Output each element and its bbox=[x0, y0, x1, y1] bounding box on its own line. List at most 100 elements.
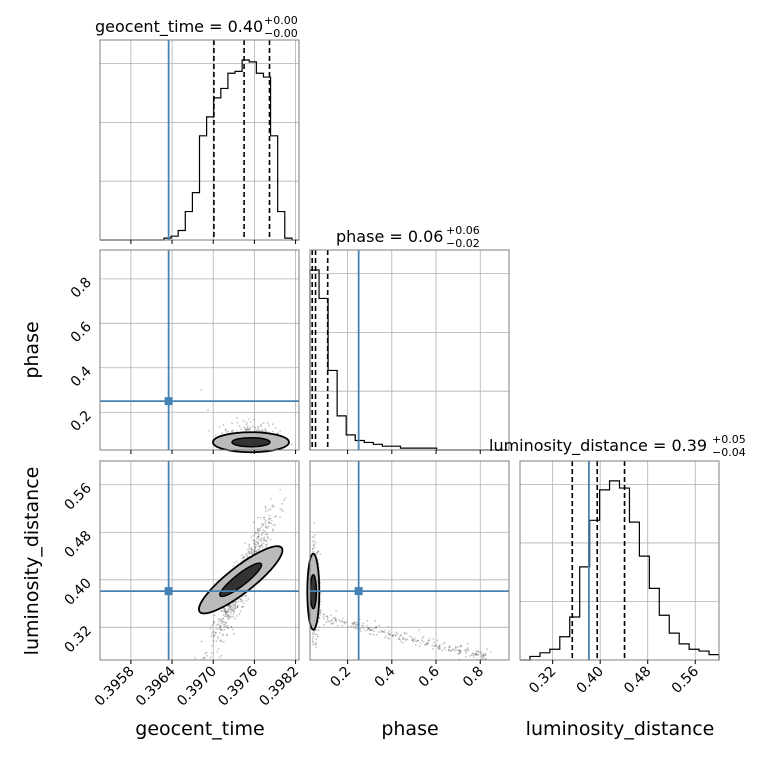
sample-point-phase-luminosity_distance bbox=[311, 536, 314, 538]
sample-point-geocent_time-luminosity_distance bbox=[246, 556, 249, 558]
sample-point-phase-luminosity_distance bbox=[475, 653, 478, 656]
sample-point-geocent_time-luminosity_distance bbox=[250, 547, 253, 549]
sample-point-geocent_time-phase bbox=[227, 430, 230, 433]
sample-point-phase-luminosity_distance bbox=[368, 626, 371, 629]
hist-line-luminosity_distance bbox=[520, 480, 720, 661]
sample-point-phase-luminosity_distance bbox=[344, 622, 346, 625]
sample-point-phase-luminosity_distance bbox=[464, 649, 466, 651]
sample-point-phase-luminosity_distance bbox=[366, 624, 368, 627]
sample-point-geocent_time-luminosity_distance bbox=[219, 628, 222, 631]
sample-point-phase-luminosity_distance bbox=[316, 551, 318, 554]
sample-point-phase-luminosity_distance bbox=[341, 617, 344, 620]
sample-point-geocent_time-luminosity_distance bbox=[244, 542, 247, 544]
sample-point-geocent_time-luminosity_distance bbox=[234, 607, 237, 610]
sample-point-geocent_time-luminosity_distance bbox=[253, 551, 256, 553]
sample-point-geocent_time-luminosity_distance bbox=[284, 497, 287, 500]
sample-point-geocent_time-luminosity_distance bbox=[241, 595, 244, 598]
sample-point-geocent_time-luminosity_distance bbox=[227, 616, 230, 619]
sample-point-phase-luminosity_distance bbox=[480, 652, 483, 655]
sample-point-phase-luminosity_distance bbox=[354, 623, 357, 626]
sample-point-geocent_time-luminosity_distance bbox=[211, 644, 214, 647]
sample-point-geocent_time-luminosity_distance bbox=[226, 634, 228, 637]
sample-point-phase-luminosity_distance bbox=[364, 629, 367, 632]
sample-point-geocent_time-luminosity_distance bbox=[223, 608, 226, 610]
sample-point-phase-luminosity_distance bbox=[313, 546, 316, 549]
sample-point-geocent_time-luminosity_distance bbox=[281, 502, 284, 505]
sample-point-phase-luminosity_distance bbox=[336, 625, 339, 627]
sample-point-geocent_time-phase bbox=[214, 435, 217, 437]
sample-point-phase-luminosity_distance bbox=[312, 541, 314, 543]
panel-geocent_time-vs-phase-frame bbox=[99, 249, 300, 451]
sample-point-geocent_time-luminosity_distance bbox=[259, 545, 262, 547]
sample-point-geocent_time-luminosity_distance bbox=[229, 615, 232, 618]
sample-point-phase-luminosity_distance bbox=[427, 643, 429, 645]
sample-point-phase-luminosity_distance bbox=[315, 638, 317, 640]
sample-point-geocent_time-luminosity_distance bbox=[268, 522, 271, 524]
sample-point-phase-luminosity_distance bbox=[477, 650, 479, 653]
sample-point-geocent_time-luminosity_distance bbox=[238, 597, 241, 600]
sample-point-geocent_time-phase bbox=[249, 428, 252, 431]
sample-point-phase-luminosity_distance bbox=[311, 640, 314, 643]
sample-point-phase-luminosity_distance bbox=[490, 651, 493, 653]
sample-point-phase-luminosity_distance bbox=[312, 633, 315, 636]
sample-point-phase-luminosity_distance bbox=[428, 637, 431, 640]
x-tick-label-luminosity_distance-0: 0.32 bbox=[526, 664, 559, 697]
sample-point-phase-luminosity_distance bbox=[450, 650, 452, 653]
sample-point-geocent_time-luminosity_distance bbox=[254, 546, 257, 549]
sample-point-phase-luminosity_distance bbox=[419, 642, 422, 645]
x-tick-label-geocent_time-1: 0.3964 bbox=[133, 663, 179, 709]
sample-point-geocent_time-luminosity_distance bbox=[217, 648, 220, 650]
sample-point-geocent_time-luminosity_distance bbox=[213, 623, 216, 625]
sample-point-geocent_time-luminosity_distance bbox=[256, 532, 259, 535]
sample-point-phase-luminosity_distance bbox=[387, 637, 389, 639]
sample-point-geocent_time-phase bbox=[246, 421, 248, 424]
x-axis-label-phase: phase bbox=[381, 718, 438, 740]
sample-point-phase-luminosity_distance bbox=[436, 639, 439, 642]
sample-point-phase-luminosity_distance bbox=[345, 621, 348, 623]
sample-point-phase-luminosity_distance bbox=[319, 611, 322, 614]
sample-point-phase-luminosity_distance bbox=[428, 640, 430, 642]
sample-point-geocent_time-luminosity_distance bbox=[215, 640, 218, 643]
sample-point-phase-luminosity_distance bbox=[339, 620, 342, 623]
sample-point-phase-luminosity_distance bbox=[322, 613, 325, 616]
sample-point-geocent_time-luminosity_distance bbox=[220, 619, 223, 621]
sample-point-phase-luminosity_distance bbox=[464, 656, 467, 658]
sample-point-geocent_time-luminosity_distance bbox=[221, 634, 224, 637]
sample-point-phase-luminosity_distance bbox=[369, 629, 372, 632]
sample-point-geocent_time-phase bbox=[232, 429, 235, 431]
sample-point-geocent_time-luminosity_distance bbox=[213, 620, 216, 623]
x-tick-label-luminosity_distance-2: 0.48 bbox=[621, 664, 654, 697]
sample-point-geocent_time-luminosity_distance bbox=[255, 544, 257, 546]
sample-point-phase-luminosity_distance bbox=[448, 646, 451, 649]
sample-point-phase-luminosity_distance bbox=[412, 638, 415, 641]
sample-point-phase-luminosity_distance bbox=[373, 630, 375, 633]
sample-point-phase-luminosity_distance bbox=[359, 628, 362, 630]
sample-point-geocent_time-luminosity_distance bbox=[258, 545, 261, 548]
sample-point-phase-luminosity_distance bbox=[394, 634, 397, 636]
sample-point-geocent_time-luminosity_distance bbox=[234, 607, 236, 610]
sample-point-phase-luminosity_distance bbox=[484, 658, 487, 660]
sample-point-phase-luminosity_distance bbox=[464, 650, 467, 653]
sample-point-geocent_time-luminosity_distance bbox=[247, 597, 250, 600]
sample-point-phase-luminosity_distance bbox=[320, 592, 322, 595]
sample-point-geocent_time-luminosity_distance bbox=[259, 516, 262, 519]
y-tick-label-phase-1: 0.4 bbox=[68, 363, 95, 390]
sample-point-geocent_time-luminosity_distance bbox=[241, 605, 244, 608]
sample-point-geocent_time-luminosity_distance bbox=[241, 605, 244, 608]
sample-point-geocent_time-luminosity_distance bbox=[222, 624, 225, 626]
sample-point-geocent_time-luminosity_distance bbox=[200, 640, 203, 643]
sample-point-phase-luminosity_distance bbox=[352, 621, 355, 624]
sample-point-geocent_time-luminosity_distance bbox=[235, 600, 238, 603]
sample-point-phase-luminosity_distance bbox=[334, 617, 337, 620]
sample-point-phase-luminosity_distance bbox=[311, 641, 314, 643]
sample-point-geocent_time-phase bbox=[231, 422, 233, 425]
sample-point-geocent_time-luminosity_distance bbox=[226, 613, 229, 616]
sample-point-geocent_time-luminosity_distance bbox=[225, 611, 228, 614]
sample-point-phase-luminosity_distance bbox=[371, 628, 373, 631]
x-tick-label-phase-0: 0.2 bbox=[327, 664, 354, 691]
sample-point-geocent_time-luminosity_distance bbox=[226, 611, 229, 613]
sample-point-geocent_time-luminosity_distance bbox=[271, 505, 274, 508]
sample-point-geocent_time-phase bbox=[238, 425, 241, 428]
sample-point-phase-luminosity_distance bbox=[472, 654, 475, 657]
sample-point-phase-luminosity_distance bbox=[380, 629, 382, 632]
